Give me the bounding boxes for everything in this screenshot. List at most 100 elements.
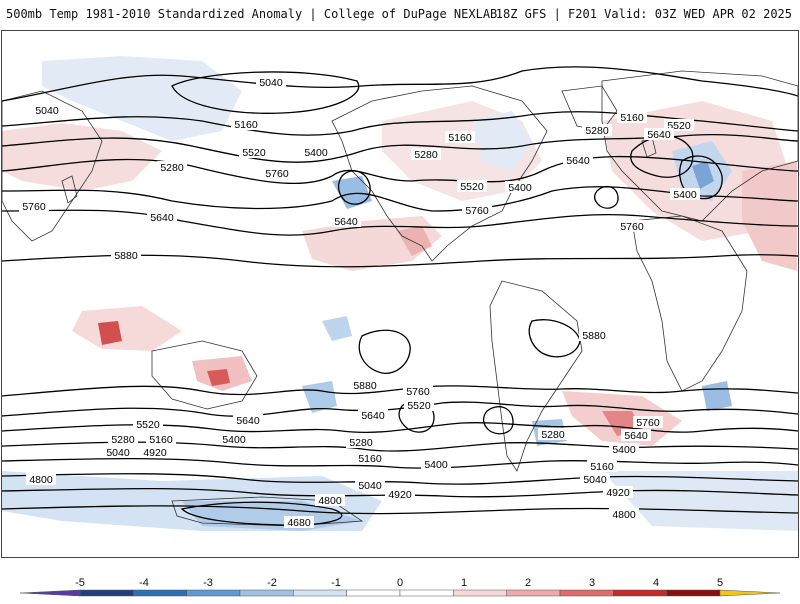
svg-text:4800: 4800 <box>318 495 342 507</box>
contour-label: 5160 <box>146 433 176 446</box>
svg-text:5520: 5520 <box>407 400 431 412</box>
svg-text:4920: 4920 <box>606 487 630 499</box>
contour-label: 5760 <box>19 200 49 213</box>
contour-label-layer: 5040 5040 5160 5160 5160 5280 5280 5280 … <box>19 76 700 529</box>
colorbar-swatch <box>453 589 507 597</box>
colorbar-tick-label: -3 <box>203 577 213 589</box>
svg-text:5880: 5880 <box>114 250 138 262</box>
colorbar-tick-label: 5 <box>717 577 723 589</box>
contour-label: 5520 <box>457 180 487 193</box>
colorbar-high-extension <box>719 589 781 597</box>
contour-label: 5400 <box>219 433 249 446</box>
japan-outline <box>61 175 78 204</box>
contour-label: 5640 <box>358 409 388 422</box>
svg-text:5400: 5400 <box>673 189 697 201</box>
svg-text:5640: 5640 <box>624 430 648 442</box>
contour-label: 5400 <box>609 443 639 456</box>
svg-text:5160: 5160 <box>234 119 258 131</box>
svg-text:5760: 5760 <box>636 417 660 429</box>
colorbar-tick-label: -2 <box>267 577 277 589</box>
contour-label: 5640 <box>644 128 674 141</box>
contour-label: 5280 <box>411 148 441 161</box>
svg-text:5160: 5160 <box>358 453 382 465</box>
svg-text:5160: 5160 <box>590 461 614 473</box>
svg-text:5640: 5640 <box>334 216 358 228</box>
svg-text:5760: 5760 <box>22 201 46 213</box>
svg-text:5400: 5400 <box>424 459 448 471</box>
contour-label: 4800 <box>609 508 639 521</box>
contour-label: 5280 <box>538 428 568 441</box>
svg-text:5040: 5040 <box>358 480 382 492</box>
south-america-outline <box>489 280 583 472</box>
colorbar-swatch <box>613 589 667 597</box>
anomaly-map: 5040 5040 5160 5160 5160 5280 5280 5280 … <box>1 30 799 558</box>
svg-text:5640: 5640 <box>150 212 174 224</box>
svg-text:5280: 5280 <box>414 149 438 161</box>
map-title: 500mb Temp 1981-2010 Standardized Anomal… <box>6 7 498 21</box>
contour-label: 5640 <box>563 154 593 167</box>
contour-label: 5760 <box>403 385 433 398</box>
svg-text:5040: 5040 <box>259 77 283 89</box>
contour-label: 5040 <box>256 76 286 89</box>
coastlines <box>2 70 798 527</box>
svg-text:5280: 5280 <box>585 125 609 137</box>
svg-text:5400: 5400 <box>612 444 636 456</box>
colorbar-swatches <box>19 589 781 597</box>
map-canvas: 5040 5040 5160 5160 5160 5280 5280 5280 … <box>2 56 798 531</box>
contour-label: 5040 <box>32 104 62 117</box>
contour-label: 5160 <box>445 131 475 144</box>
svg-text:5280: 5280 <box>111 434 135 446</box>
colorbar-low-extension <box>19 589 81 597</box>
svg-text:5400: 5400 <box>222 434 246 446</box>
contour-label: 5520 <box>239 146 269 159</box>
contour-label: 4920 <box>140 446 170 459</box>
contour-label: 5280 <box>346 436 376 449</box>
colorbar-tick-label: -1 <box>331 577 341 589</box>
contour-label: 4920 <box>385 488 415 501</box>
contour-label: 5520 <box>404 399 434 412</box>
svg-text:5160: 5160 <box>620 112 644 124</box>
contour-label: 5400 <box>421 458 451 471</box>
colorbar: -5 -4 -3 -2 -1 0 1 2 3 4 5 <box>10 574 790 600</box>
svg-text:5160: 5160 <box>448 132 472 144</box>
svg-text:5880: 5880 <box>582 330 606 342</box>
contour-label: 5520 <box>133 418 163 431</box>
colorbar-swatch <box>293 589 347 597</box>
svg-text:5400: 5400 <box>304 147 328 159</box>
contour-label: 5880 <box>579 329 609 342</box>
contour-label: 4920 <box>603 486 633 499</box>
contour-label: 5280 <box>582 124 612 137</box>
svg-text:5760: 5760 <box>465 205 489 217</box>
height-contours <box>2 66 798 526</box>
colorbar-tick-label: 1 <box>461 577 467 589</box>
contour-label: 5400 <box>670 188 700 201</box>
svg-text:5520: 5520 <box>460 181 484 193</box>
svg-text:5040: 5040 <box>106 447 130 459</box>
colorbar-tick-label: -5 <box>75 577 85 589</box>
australia-outline <box>151 340 258 410</box>
svg-text:5280: 5280 <box>349 437 373 449</box>
contour-label: 5880 <box>111 249 141 262</box>
contour-label: 5280 <box>157 161 187 174</box>
contour-label: 5160 <box>355 452 385 465</box>
colorbar-ticks: -5 -4 -3 -2 -1 0 1 2 3 4 5 <box>75 577 723 589</box>
svg-text:5760: 5760 <box>620 221 644 233</box>
colorbar-swatch <box>133 589 187 597</box>
colorbar-swatch <box>346 589 401 597</box>
antarctica-outline <box>171 496 364 527</box>
colorbar-tick-label: -4 <box>139 577 149 589</box>
svg-text:5040: 5040 <box>583 474 607 486</box>
colorbar-swatch <box>666 589 721 597</box>
contour-label: 4800 <box>315 494 345 507</box>
contour-label: 5040 <box>355 479 385 492</box>
colorbar-swatch <box>239 589 294 597</box>
header-bar: 500mb Temp 1981-2010 Standardized Anomal… <box>0 0 800 30</box>
contour-label: 5040 <box>580 473 610 486</box>
contour-label: 5640 <box>331 215 361 228</box>
colorbar-swatch <box>399 589 454 597</box>
svg-text:4920: 4920 <box>143 447 167 459</box>
svg-text:5520: 5520 <box>242 147 266 159</box>
africa-outline <box>631 215 748 392</box>
svg-text:5280: 5280 <box>160 162 184 174</box>
contour-label: 5400 <box>301 146 331 159</box>
